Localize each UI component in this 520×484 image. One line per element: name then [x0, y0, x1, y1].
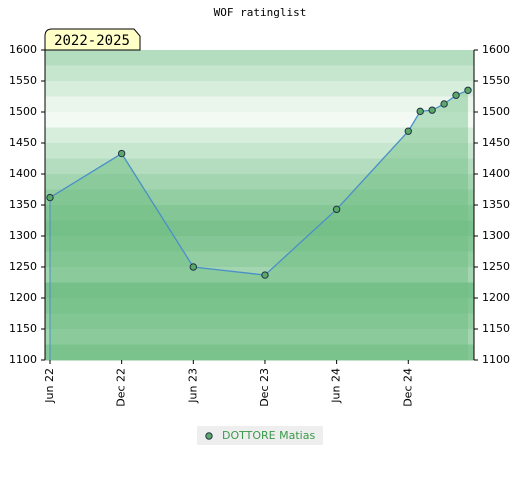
y2-tick-label: 1250: [482, 260, 510, 273]
y-tick-label: 1500: [9, 105, 37, 118]
band: [45, 220, 474, 237]
marker: [464, 86, 472, 95]
band: [45, 81, 474, 97]
band: [45, 127, 474, 144]
y2-tick-label: 1350: [482, 198, 510, 211]
band: [45, 282, 474, 299]
y-tick-label: 1400: [9, 167, 37, 180]
band: [45, 174, 474, 190]
band: [45, 143, 474, 159]
x-tick-label: Jun 22: [43, 368, 56, 404]
marker: [452, 91, 460, 99]
band: [45, 205, 474, 221]
y2-tick-label: 1100: [482, 353, 510, 366]
y2-tick-label: 1500: [482, 105, 510, 118]
marker: [440, 100, 448, 108]
band: [45, 298, 474, 314]
marker: [189, 263, 198, 271]
area: [50, 90, 468, 361]
band: [45, 50, 474, 66]
legend-box: [197, 426, 323, 445]
y-tick-label: 1450: [9, 136, 37, 149]
band: [45, 112, 474, 128]
y2-tick-label: 1400: [482, 167, 510, 180]
marker: [428, 106, 436, 114]
background-bands: [45, 50, 474, 361]
marker: [332, 205, 341, 214]
y-tick-label: 1200: [9, 291, 37, 304]
x-tick-label: Dec 22: [115, 368, 128, 407]
y-tick-label: 1600: [9, 43, 37, 56]
band: [45, 329, 474, 345]
x-tick-label: Dec 23: [258, 368, 271, 407]
band: [45, 65, 474, 82]
annotation: 2022-2025: [54, 33, 130, 49]
band: [45, 313, 474, 330]
y-tick-label: 1350: [9, 198, 37, 211]
band: [45, 236, 474, 252]
band: [45, 158, 474, 175]
y-tick-label: 1100: [9, 353, 37, 366]
y-tick-label: 1150: [9, 322, 37, 335]
x-tick-label: Jun 24: [330, 368, 343, 404]
x-tick-label: Dec 24: [401, 368, 414, 407]
legend-marker: [205, 432, 213, 440]
marker: [46, 193, 54, 202]
y-tick-label: 1550: [9, 74, 37, 87]
marker: [117, 149, 126, 158]
y-tick-label: 1250: [9, 260, 37, 273]
y2-tick-label: 1450: [482, 136, 510, 149]
marker: [261, 271, 269, 279]
y-tick-label: 1300: [9, 229, 37, 242]
band: [45, 344, 474, 361]
y2-tick-label: 1550: [482, 74, 510, 87]
x-tick-label: Jun 23: [186, 368, 199, 404]
band: [45, 96, 474, 113]
y2-tick-label: 1200: [482, 291, 510, 304]
marker: [416, 107, 424, 116]
y2-tick-label: 1300: [482, 229, 510, 242]
y2-tick-label: 1600: [482, 43, 510, 56]
legend-label: DOTTORE Matias: [222, 429, 315, 442]
marker: [404, 127, 412, 135]
chart-title: WOF ratinglist: [214, 6, 307, 19]
y2-tick-label: 1150: [482, 322, 510, 335]
band: [45, 251, 474, 268]
annotation-box: [44, 28, 141, 51]
